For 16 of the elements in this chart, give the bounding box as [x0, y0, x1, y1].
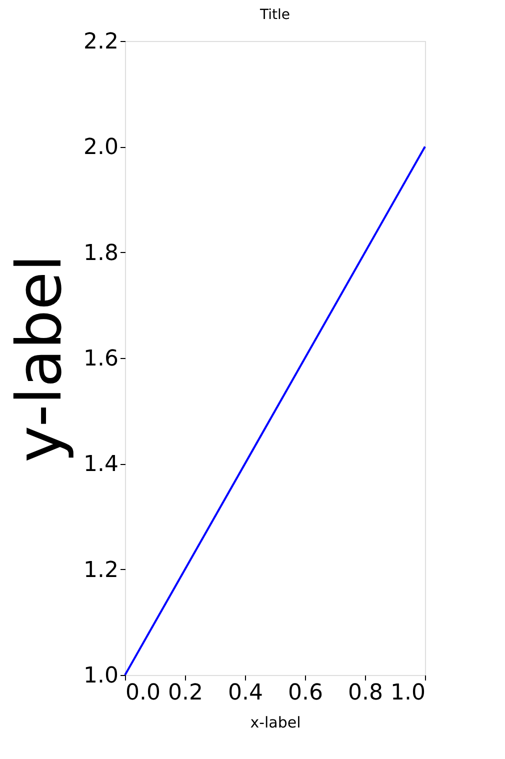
x-tick-label: 0.8 — [348, 680, 383, 706]
y-tick-label: 1.6 — [84, 346, 118, 372]
x-tick-label: 0.6 — [288, 680, 323, 706]
y-tick-label: 2.0 — [84, 135, 118, 160]
y-tick-label: 1.8 — [84, 240, 118, 266]
x-tick-label: 0.2 — [168, 680, 203, 706]
y-tick-label: 1.0 — [84, 664, 118, 688]
y-tick-label: 1.2 — [84, 558, 118, 583]
y-tick-label: 2.2 — [84, 30, 118, 54]
y-tick-label: 1.4 — [84, 452, 118, 478]
x-tick-label: 0.4 — [228, 680, 263, 706]
x-axis-title: x-label — [250, 714, 301, 732]
x-tick-label: 0.0 — [126, 680, 160, 706]
y-axis-title: y-label — [2, 254, 76, 462]
x-tick-label: 1.0 — [390, 680, 426, 706]
chart-title: Title — [258, 7, 290, 23]
